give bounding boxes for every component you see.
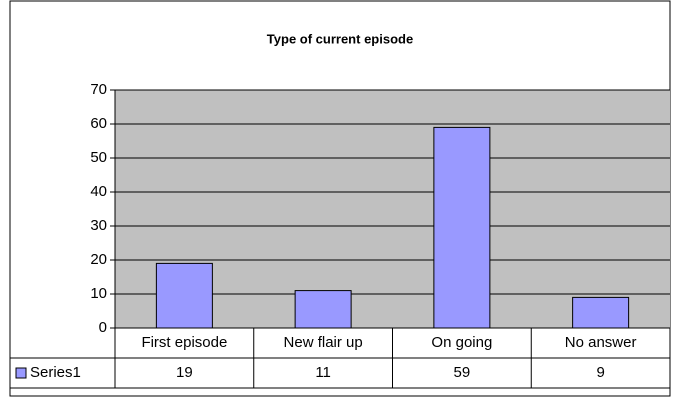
y-tick-label: 40 bbox=[90, 183, 107, 200]
y-tick-label: 20 bbox=[90, 251, 107, 268]
legend-label: Series1 bbox=[30, 364, 81, 381]
bar bbox=[433, 126, 491, 329]
table-value: 9 bbox=[596, 364, 604, 381]
x-tick-label: On going bbox=[431, 334, 492, 351]
y-tick-label: 60 bbox=[90, 115, 107, 132]
x-tick-label: First episode bbox=[141, 334, 227, 351]
legend-key bbox=[15, 367, 27, 379]
table-value: 11 bbox=[315, 364, 331, 381]
y-tick-label: 30 bbox=[90, 217, 107, 234]
x-tick-label: No answer bbox=[565, 334, 637, 351]
bar bbox=[572, 296, 630, 329]
chart-title: Type of current episode bbox=[267, 31, 413, 46]
bar bbox=[294, 290, 352, 329]
x-tick-label: New flair up bbox=[284, 334, 363, 351]
table-value: 19 bbox=[176, 364, 193, 381]
y-tick-label: 0 bbox=[99, 319, 107, 336]
y-tick-label: 70 bbox=[90, 81, 107, 98]
table-value: 59 bbox=[454, 364, 471, 381]
y-tick-label: 10 bbox=[90, 285, 107, 302]
bar bbox=[155, 262, 213, 329]
y-tick-label: 50 bbox=[90, 149, 107, 166]
